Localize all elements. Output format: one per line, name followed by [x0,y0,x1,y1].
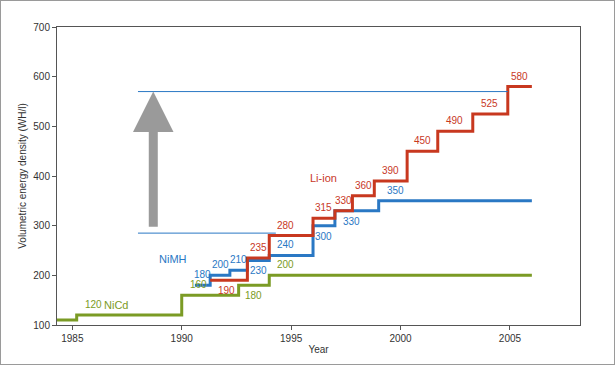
svg-text:600: 600 [33,71,50,82]
svg-text:190: 190 [218,285,235,296]
svg-text:200: 200 [33,270,50,281]
svg-text:235: 235 [250,242,267,253]
svg-text:280: 280 [277,220,294,231]
svg-text:200: 200 [277,259,294,270]
svg-text:350: 350 [387,185,404,196]
svg-text:Volumetric energy density (WH/: Volumetric energy density (WH/l) [17,103,28,249]
svg-text:210: 210 [230,254,247,265]
svg-text:200: 200 [212,259,229,270]
svg-text:525: 525 [481,98,498,109]
svg-text:300: 300 [315,231,332,242]
svg-text:NiCd: NiCd [104,299,128,311]
svg-text:120: 120 [85,299,102,310]
svg-text:700: 700 [33,22,50,33]
svg-text:330: 330 [335,195,352,206]
svg-text:400: 400 [33,171,50,182]
svg-text:330: 330 [343,216,360,227]
svg-text:160: 160 [190,279,207,290]
svg-text:450: 450 [414,135,431,146]
svg-text:Year: Year [308,344,329,355]
svg-text:300: 300 [33,220,50,231]
svg-text:490: 490 [446,115,463,126]
svg-text:Li-ion: Li-ion [310,172,337,184]
svg-text:315: 315 [315,202,332,213]
svg-text:180: 180 [245,290,262,301]
svg-text:390: 390 [382,165,399,176]
svg-text:580: 580 [511,71,528,82]
svg-text:2000: 2000 [389,333,412,344]
svg-text:1985: 1985 [61,333,84,344]
svg-text:230: 230 [250,265,267,276]
svg-text:2005: 2005 [499,333,522,344]
svg-text:360: 360 [355,180,372,191]
svg-text:180: 180 [194,269,211,280]
svg-text:100: 100 [33,320,50,331]
svg-text:NiMH: NiMH [159,253,187,265]
svg-text:240: 240 [277,239,294,250]
svg-text:1995: 1995 [280,333,303,344]
svg-text:500: 500 [33,121,50,132]
svg-text:1990: 1990 [171,333,194,344]
